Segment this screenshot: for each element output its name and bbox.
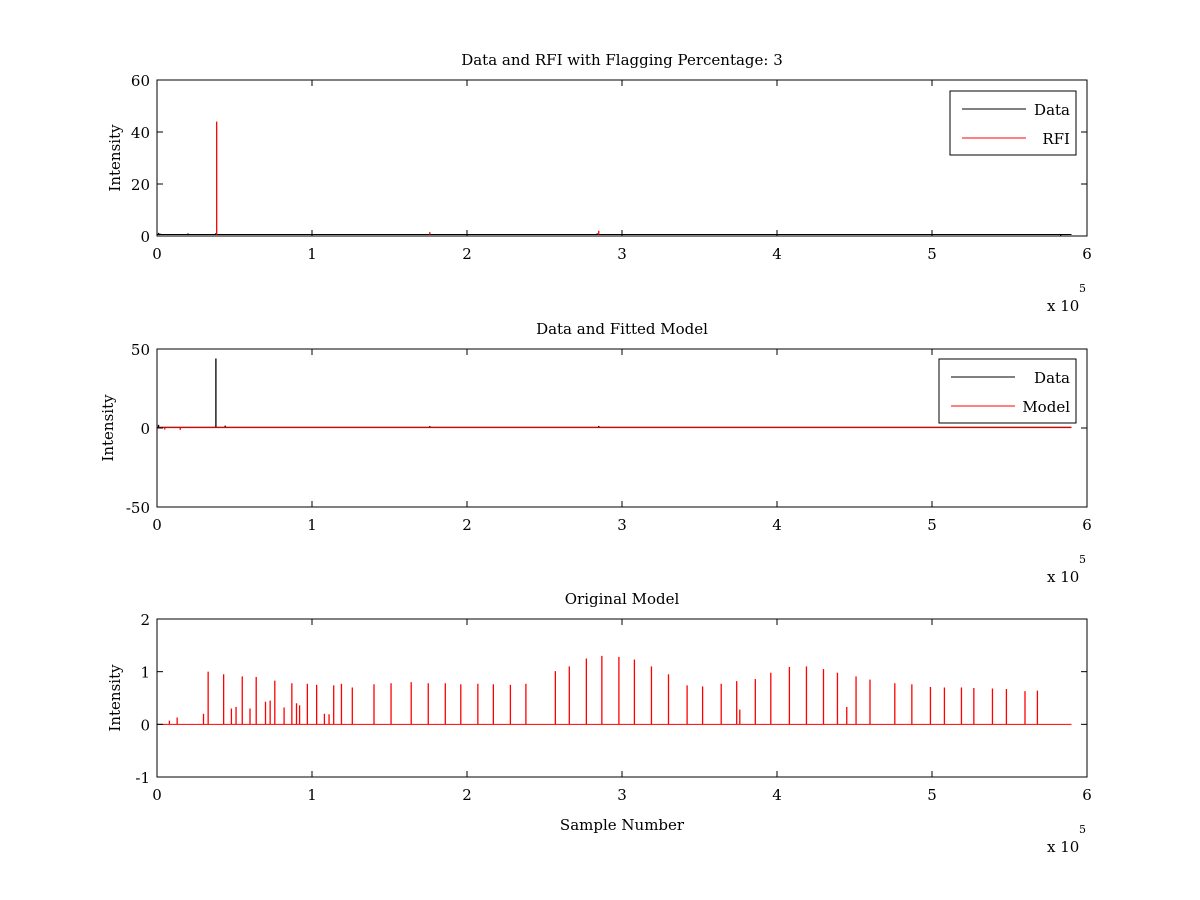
x-tick-label: 3 xyxy=(617,516,627,534)
legend-box xyxy=(938,358,1077,424)
y-tick-label: 0 xyxy=(140,420,150,438)
legend-label: Data xyxy=(1034,101,1070,119)
x-tick-label: 3 xyxy=(617,245,627,263)
legend: Data Model xyxy=(938,358,1077,424)
axes-frame xyxy=(156,79,1088,237)
x-tick-label: 5 xyxy=(927,516,937,534)
x-exponent-base: x 10 xyxy=(1047,297,1079,315)
y-tick-label: 50 xyxy=(131,341,150,359)
x-axis-label: Sample Number xyxy=(560,816,685,834)
x-tick-label: 5 xyxy=(927,245,937,263)
chart-title: Original Model xyxy=(565,590,680,608)
x-tick-label: 4 xyxy=(772,245,782,263)
x-exponent-power: 5 xyxy=(1079,282,1086,295)
x-tick-label: 2 xyxy=(462,245,472,263)
y-axis-label: Intensity xyxy=(106,124,124,192)
plot-area xyxy=(157,358,1072,430)
y-tick-label: 2 xyxy=(140,611,150,629)
x-tick-label: 6 xyxy=(1082,516,1092,534)
x-tick-label: 3 xyxy=(617,786,627,804)
y-tick-label: 60 xyxy=(131,72,150,90)
y-axis-label: Intensity xyxy=(99,394,117,462)
y-tick-label: -1 xyxy=(135,769,150,787)
x-tick-label: 4 xyxy=(772,516,782,534)
legend: Data RFI xyxy=(949,90,1077,156)
chart-title: Data and Fitted Model xyxy=(536,320,708,338)
legend-label: Model xyxy=(1022,398,1070,416)
chart-panel-1: Data and RFI with Flagging Percentage: 3… xyxy=(106,51,1092,315)
axes-frame xyxy=(156,618,1088,778)
y-axis-label: Intensity xyxy=(106,664,124,732)
y-tick-label: 0 xyxy=(140,716,150,734)
plot-area xyxy=(157,121,1072,236)
x-tick-label: 2 xyxy=(462,786,472,804)
x-exponent-base: x 10 xyxy=(1047,568,1079,586)
y-tick-label: 1 xyxy=(140,664,150,682)
x-tick-label: 1 xyxy=(307,786,317,804)
y-tick-label: 20 xyxy=(131,176,150,194)
x-exponent-base: x 10 xyxy=(1047,838,1079,856)
x-tick-label: 2 xyxy=(462,516,472,534)
x-exponent-power: 5 xyxy=(1079,553,1086,566)
x-tick-label: 4 xyxy=(772,786,782,804)
x-tick-label: 1 xyxy=(307,516,317,534)
legend-box xyxy=(949,90,1077,156)
x-tick-label: 6 xyxy=(1082,786,1092,804)
x-tick-label: 0 xyxy=(152,245,162,263)
y-tick-label: 0 xyxy=(140,228,150,246)
chart-title: Data and RFI with Flagging Percentage: 3 xyxy=(461,51,783,69)
plot-area xyxy=(157,655,1072,725)
x-tick-label: 0 xyxy=(152,786,162,804)
y-tick-label: -50 xyxy=(126,499,150,517)
legend-label: RFI xyxy=(1042,130,1070,148)
x-tick-label: 5 xyxy=(927,786,937,804)
legend-label: Data xyxy=(1034,369,1070,387)
x-tick-label: 6 xyxy=(1082,245,1092,263)
x-tick-label: 1 xyxy=(307,245,317,263)
x-tick-label: 0 xyxy=(152,516,162,534)
y-tick-label: 40 xyxy=(131,124,150,142)
x-exponent-power: 5 xyxy=(1079,823,1086,836)
